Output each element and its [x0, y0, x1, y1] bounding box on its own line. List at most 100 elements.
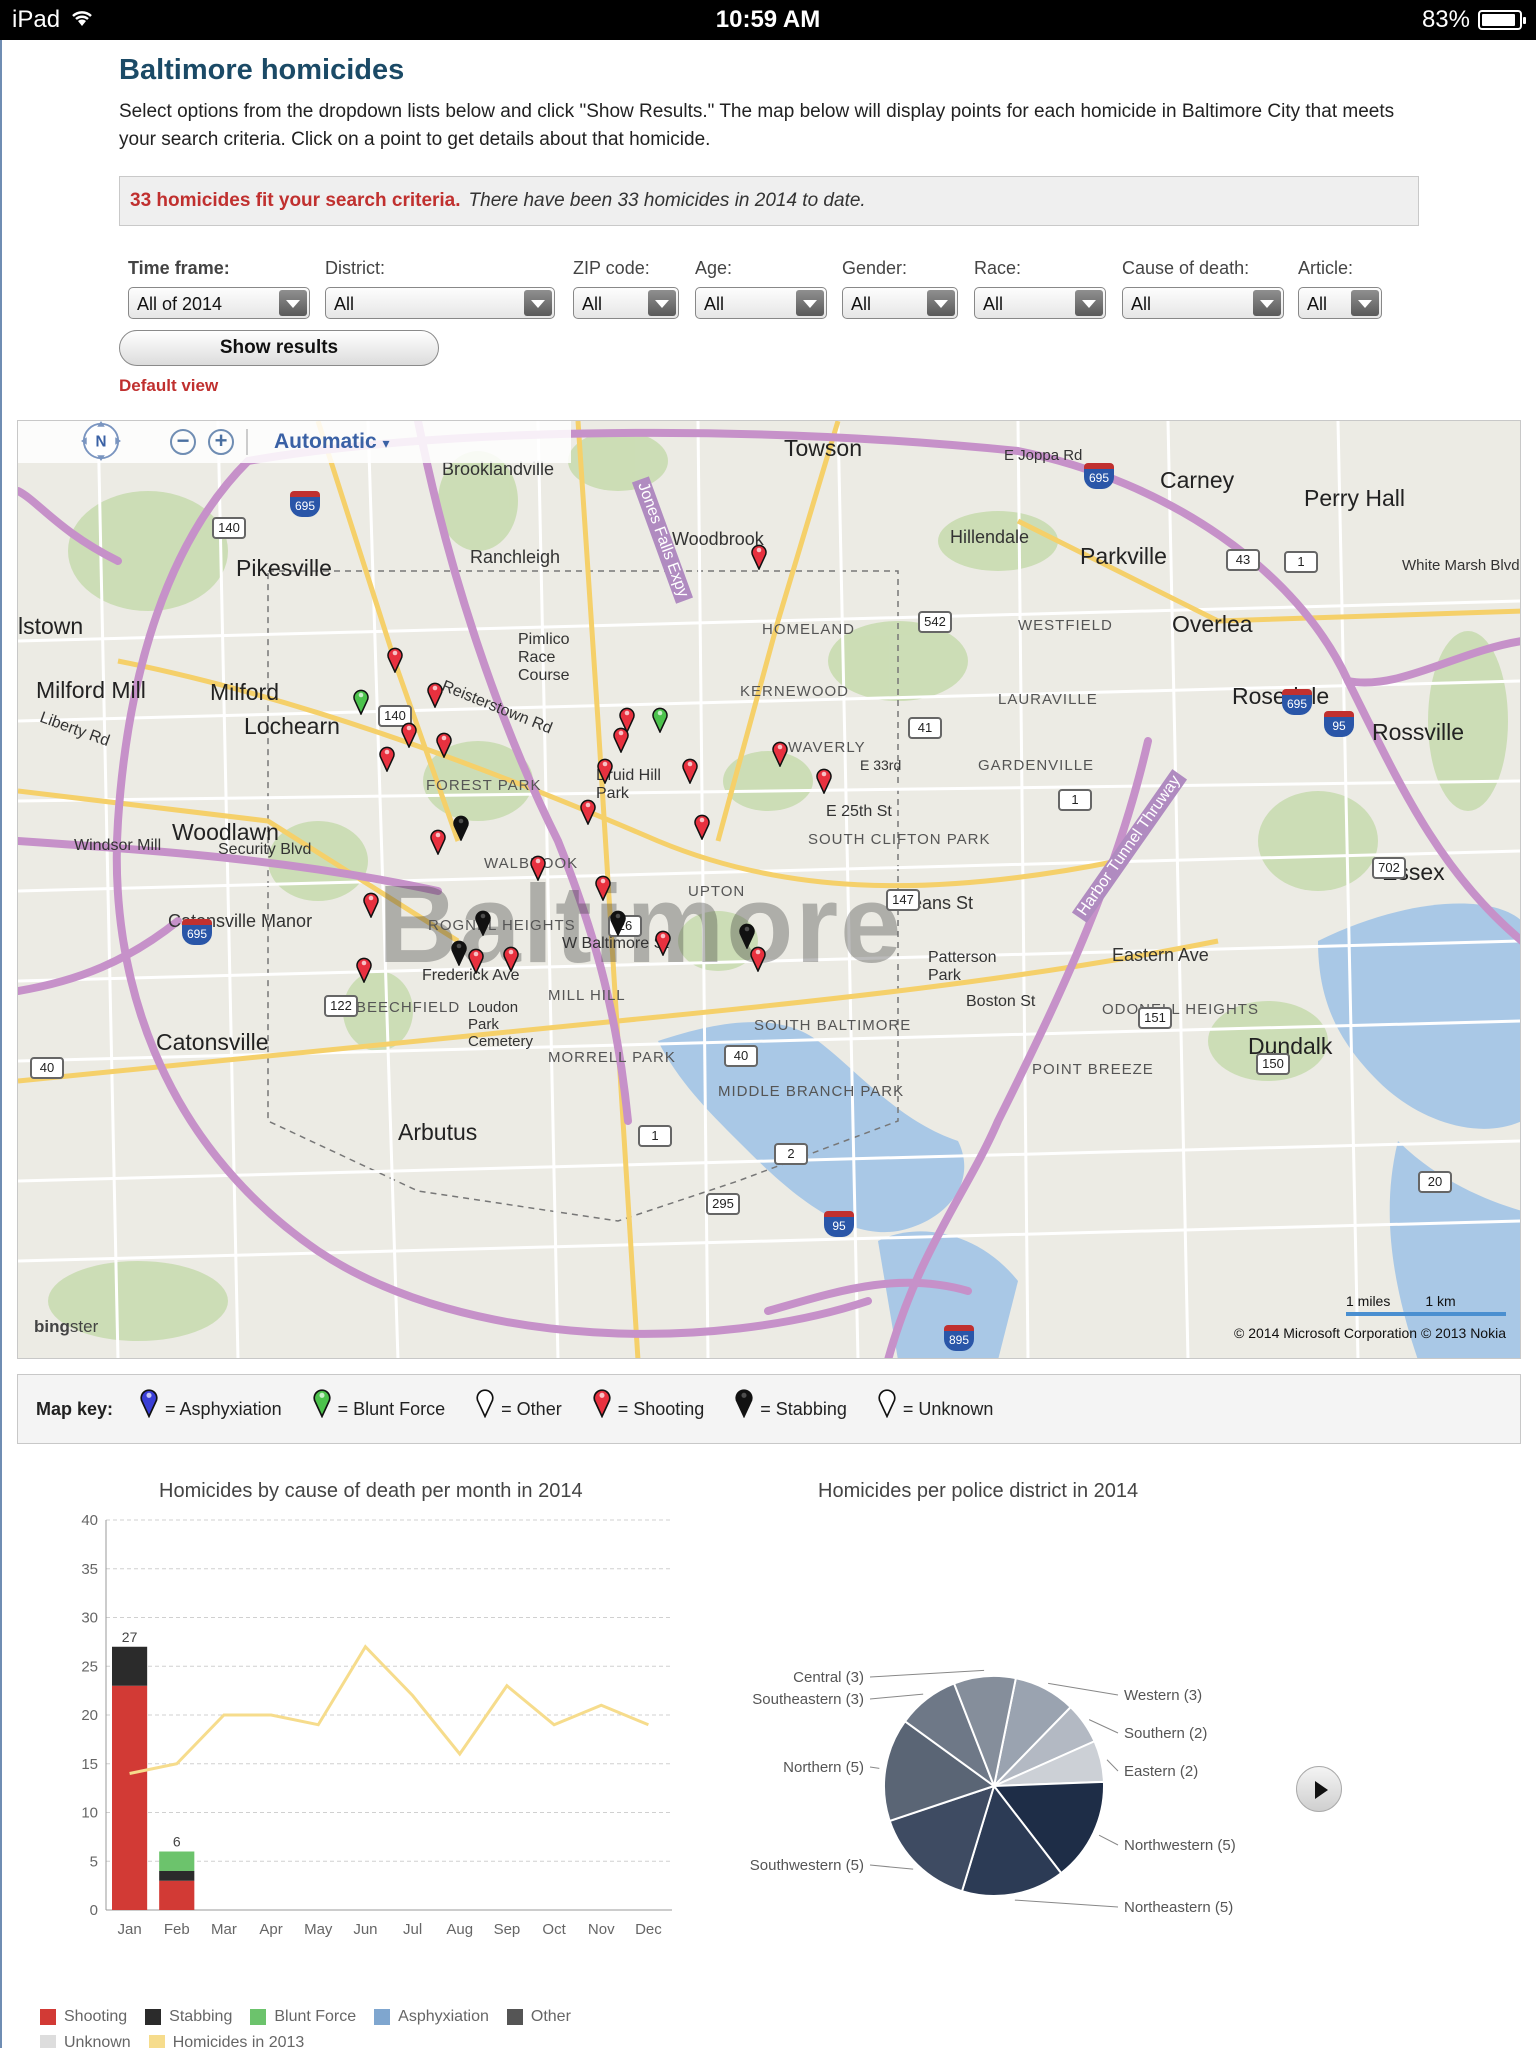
homicide-marker-shooting[interactable]	[386, 645, 404, 674]
zoom-out-icon[interactable]: −	[170, 429, 196, 455]
homicide-marker-shooting[interactable]	[355, 955, 373, 984]
pie-slice-label: Southern (2)	[1124, 1725, 1207, 1742]
homicide-marker-shooting[interactable]	[429, 827, 447, 856]
route-shield-icon: 140	[378, 705, 412, 727]
legend-swatch	[148, 2035, 165, 2048]
age-select[interactable]: All	[695, 287, 827, 319]
legend-label: Blunt Force	[274, 2008, 357, 2025]
map-label: WESTFIELD	[1018, 617, 1113, 634]
chevron-down-icon	[1075, 290, 1103, 316]
map-pin-icon	[139, 1388, 165, 1423]
x-tick-label: Dec	[635, 1921, 662, 1938]
homicide-marker-blunt-force[interactable]	[651, 705, 669, 734]
gender-select[interactable]: All	[842, 287, 958, 319]
cause-of-death-select[interactable]: All	[1122, 287, 1284, 319]
homicide-marker-shooting[interactable]	[378, 744, 396, 773]
homicide-marker-shooting[interactable]	[502, 944, 520, 973]
map-label: MORRELL PARK	[548, 1049, 676, 1066]
homicide-marker-shooting[interactable]	[596, 756, 614, 785]
homicide-marker-shooting[interactable]	[654, 928, 672, 957]
map-key-item: = Other	[475, 1388, 562, 1423]
homicide-marker-shooting[interactable]	[579, 797, 597, 826]
legend-item[interactable]: Homicides in 2013	[148, 2034, 304, 2048]
show-results-button[interactable]: Show results	[119, 330, 439, 366]
map-label: Lochearn	[244, 713, 340, 739]
homicide-marker-shooting[interactable]	[426, 680, 444, 709]
chevron-down-icon	[1351, 290, 1379, 316]
map-label: Rosedale	[1232, 683, 1330, 709]
legend-item[interactable]: Blunt Force	[250, 2008, 356, 2026]
homicide-marker-blunt-force[interactable]	[352, 687, 370, 716]
map-style-dropdown[interactable]: Automatic ▾	[274, 430, 390, 453]
legend-item[interactable]: Asphyxiation	[374, 2008, 489, 2026]
time-frame-select[interactable]: All of 2014	[128, 287, 310, 319]
default-view-link[interactable]: Default view	[119, 376, 219, 395]
homicide-marker-stabbing[interactable]	[609, 908, 627, 937]
map-label: Boston St	[966, 993, 1036, 1010]
homicide-marker-shooting[interactable]	[693, 812, 711, 841]
legend-item[interactable]: Shooting	[40, 2008, 127, 2026]
map-key-item: = Shooting	[592, 1388, 704, 1423]
legend-item[interactable]: Other	[506, 2008, 571, 2026]
pie-slice-northwestern[interactable]	[992, 1780, 1105, 1875]
homicide-marker-shooting[interactable]	[815, 766, 833, 795]
pie-leader-line	[1088, 1719, 1119, 1734]
map-pin-icon	[312, 1388, 338, 1423]
pie-slice-northeastern[interactable]	[960, 1783, 1063, 1897]
map-label: ROGNEL HEIGHTS	[428, 917, 576, 934]
x-tick-label: Feb	[164, 1921, 190, 1938]
legend-item[interactable]: Unknown	[40, 2034, 131, 2048]
homicide-map[interactable]: Towson Carney Perry Hall Parkville Pikes…	[17, 420, 1521, 1359]
homicide-marker-stabbing[interactable]	[738, 921, 756, 950]
map-label: Brooklandville	[442, 459, 555, 479]
zip-code-select[interactable]: All	[573, 287, 679, 319]
chevron-down-icon	[1253, 290, 1281, 316]
homicide-marker-shooting[interactable]	[618, 705, 636, 734]
homicide-marker-stabbing[interactable]	[450, 938, 468, 967]
highway-shield-icon: 95	[1324, 711, 1354, 737]
map-label: POINT BREEZE	[1032, 1061, 1154, 1078]
homicide-marker-stabbing[interactable]	[452, 813, 470, 842]
play-button[interactable]	[1296, 1766, 1342, 1812]
homicide-marker-shooting[interactable]	[467, 946, 485, 975]
homicide-marker-shooting[interactable]	[681, 756, 699, 785]
homicide-marker-shooting[interactable]	[362, 890, 380, 919]
map-label: Carney	[1160, 467, 1235, 493]
map-label: Ranchleigh	[470, 547, 561, 567]
bar-blunt-force	[159, 1851, 195, 1871]
homicide-marker-shooting[interactable]	[435, 730, 453, 759]
y-tick-label: 0	[90, 1902, 98, 1919]
homicide-marker-shooting[interactable]	[612, 725, 630, 754]
homicide-marker-shooting[interactable]	[771, 739, 789, 768]
map-label: MILL HILL	[548, 987, 626, 1004]
homicide-marker-shooting[interactable]	[594, 873, 612, 902]
y-tick-label: 10	[81, 1805, 98, 1822]
homicide-marker-shooting[interactable]	[750, 542, 768, 571]
chevron-down-icon	[648, 290, 676, 316]
legend-item[interactable]: Stabbing	[145, 2008, 232, 2026]
battery-icon	[1478, 10, 1526, 30]
article-select[interactable]: All	[1298, 287, 1382, 319]
homicide-marker-stabbing[interactable]	[474, 908, 492, 937]
map-label: ODONELL HEIGHTS	[1102, 1001, 1259, 1018]
map-label: Perry Hall	[1304, 485, 1405, 511]
pie-slice-central[interactable]	[952, 1675, 1018, 1790]
page-title: Baltimore homicides	[119, 54, 405, 86]
map-label: Frederick Ave	[422, 967, 520, 984]
homicide-marker-shooting[interactable]	[749, 944, 767, 973]
filter-label: Time frame:	[128, 258, 230, 278]
map-key-label: = Blunt Force	[337, 1398, 446, 1419]
race-select[interactable]: All	[974, 287, 1106, 319]
route-shield-icon: 1	[1284, 551, 1318, 573]
map-key-label: = Stabbing	[760, 1398, 847, 1419]
x-tick-label: Jan	[117, 1921, 141, 1938]
district-select[interactable]: All	[325, 287, 555, 319]
compass-icon[interactable]: N	[68, 421, 134, 461]
pie-leader-line	[1098, 1834, 1119, 1846]
pie-slice-northern[interactable]	[883, 1719, 997, 1823]
homicide-marker-shooting[interactable]	[529, 853, 547, 882]
zoom-in-icon[interactable]: +	[208, 429, 234, 455]
homicide-marker-shooting[interactable]	[400, 720, 418, 749]
y-tick-label: 15	[81, 1756, 98, 1773]
filter-district: District: All	[325, 258, 555, 319]
